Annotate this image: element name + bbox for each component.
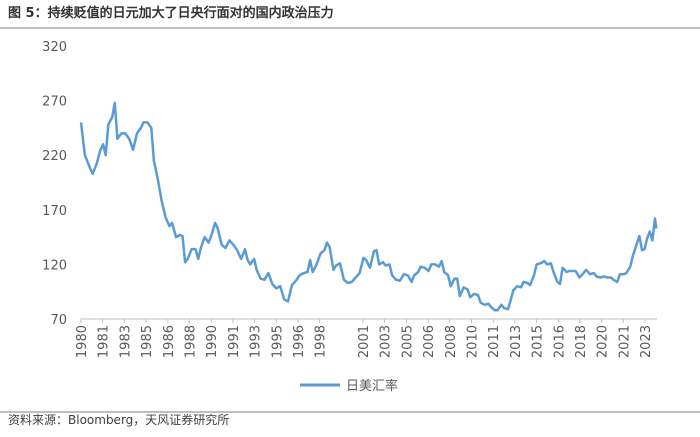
x-tick-label: 2008 (444, 325, 459, 358)
legend-label: 日美汇率 (346, 378, 398, 394)
x-tick-label: 1981 (97, 325, 112, 358)
source: 资料来源：Bloomberg，天风证券研究所 (8, 412, 229, 427)
x-tick-label: 2010 (466, 325, 481, 358)
x-tick-label: 2020 (596, 325, 611, 358)
chart-title: 图 5：持续贬值的日元加大了日央行面对的国内政治压力 (8, 5, 334, 21)
x-tick-label: 2003 (379, 325, 394, 358)
x-tick-label: 2006 (422, 325, 437, 358)
x-tick-label: 1996 (292, 325, 307, 358)
x-tick-label: 1998 (314, 325, 329, 358)
x-tick-label: 1983 (118, 325, 133, 358)
x-tick-label: 2015 (531, 325, 546, 358)
y-tick-label: 320 (42, 40, 67, 55)
y-tick-label: 120 (42, 258, 67, 273)
x-tick-label: 1985 (140, 325, 155, 358)
x-tick-label: 2021 (617, 325, 632, 358)
x-tick-label: 1988 (183, 325, 198, 358)
y-tick-label: 70 (50, 313, 67, 328)
x-tick-label: 1991 (227, 325, 242, 358)
x-tick-label: 1995 (270, 325, 285, 358)
x-tick-label: 2001 (357, 325, 372, 358)
y-tick-label: 170 (42, 204, 67, 219)
x-tick-label: 1980 (75, 325, 90, 358)
y-tick-label: 270 (42, 95, 67, 110)
y-tick-label: 220 (42, 149, 67, 164)
x-tick-label: 2016 (552, 325, 567, 358)
x-tick-label: 2011 (487, 325, 502, 358)
x-tick-label: 1993 (249, 325, 264, 358)
x-tick-label: 1990 (205, 325, 220, 358)
x-tick-label: 2013 (509, 325, 524, 358)
x-tick-label: 2023 (639, 325, 654, 358)
series-line (79, 101, 658, 312)
x-tick-label: 1986 (162, 325, 177, 358)
x-tick-label: 2018 (574, 325, 589, 358)
x-tick-label: 2005 (400, 325, 415, 358)
